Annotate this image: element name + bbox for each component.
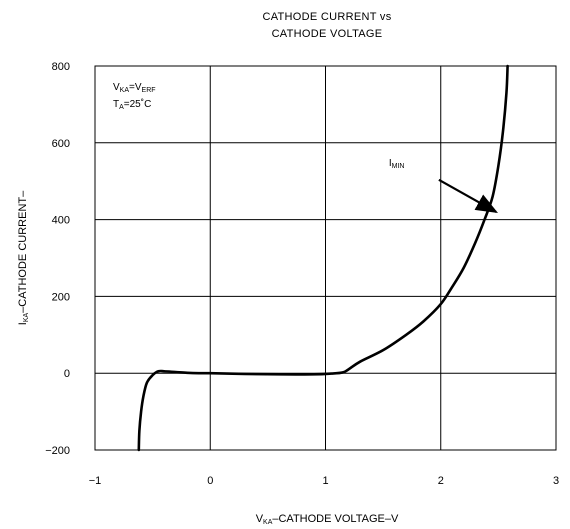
x-tick-label: 2: [438, 475, 444, 487]
imin-label: IMIN: [389, 158, 405, 170]
imin-arrow: [438, 178, 498, 213]
x-axis-label: VKA–CATHODE VOLTAGE–V: [256, 513, 399, 526]
x-tick-label: −1: [89, 475, 102, 487]
y-axis-ticks: 800 600 400 200 0 −200: [45, 61, 70, 457]
condition-ta: TA=25˚C: [113, 98, 151, 111]
y-tick-label: 600: [52, 138, 70, 150]
x-axis-ticks: −1 0 1 2 3: [89, 475, 559, 487]
y-tick-label: 800: [52, 61, 70, 73]
y-tick-label: 400: [52, 215, 70, 227]
series-line: [137, 64, 509, 452]
condition-vka: VKA=VERF: [113, 82, 156, 94]
y-axis-label: IKA–CATHODE CURRENT–: [17, 190, 30, 325]
grid: [94, 65, 557, 451]
chart-title-line1: CATHODE CURRENT vs: [262, 11, 391, 23]
x-tick-label: 3: [553, 475, 559, 487]
chart-title-line2: CATHODE VOLTAGE: [272, 28, 383, 40]
y-tick-label: −200: [45, 445, 70, 457]
y-tick-label: 200: [52, 291, 70, 303]
y-tick-label: 0: [64, 368, 70, 380]
x-tick-label: 0: [207, 475, 213, 487]
x-tick-label: 1: [322, 475, 328, 487]
